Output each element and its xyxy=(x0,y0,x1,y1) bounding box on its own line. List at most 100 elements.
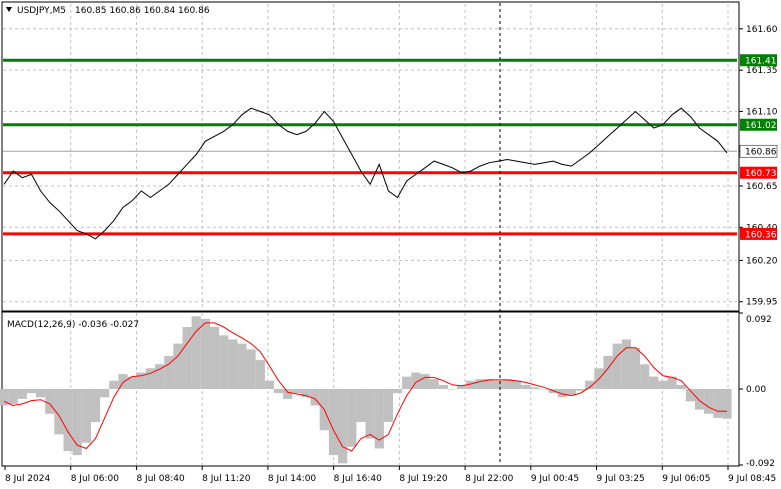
y-tick-label: 160.20 xyxy=(746,256,778,266)
macd-histogram-bar xyxy=(109,380,119,389)
macd-histogram-bar xyxy=(530,387,540,389)
macd-histogram-bar xyxy=(283,389,293,399)
macd-signal-line xyxy=(3,322,727,452)
macd-histogram-bar xyxy=(136,372,146,389)
level-price-label: 160.73 xyxy=(745,169,777,179)
macd-histogram-bar xyxy=(81,389,91,443)
current-price-label: 160.86 xyxy=(745,148,777,158)
ohlc-values: 160.85 160.86 160.84 160.86 xyxy=(75,6,210,16)
macd-histogram-bar xyxy=(576,389,586,391)
x-tick-label: 8 Jul 06:00 xyxy=(71,474,120,484)
macd-histogram-bar xyxy=(493,380,503,389)
macd-histogram-bar xyxy=(429,379,439,389)
macd-histogram-bar xyxy=(603,356,613,389)
macd-histogram-bar xyxy=(658,380,668,389)
y-tick-label: 160.65 xyxy=(746,182,778,192)
macd-histogram-bar xyxy=(209,327,220,389)
macd-histogram-bar xyxy=(17,389,27,399)
macd-histogram-bar xyxy=(475,379,485,389)
macd-histogram-bar xyxy=(365,389,375,439)
macd-histogram-bar xyxy=(8,389,18,404)
macd-histogram-bar xyxy=(100,389,110,398)
macd-histogram-bar xyxy=(676,384,686,389)
x-tick-label: 9 Jul 08:45 xyxy=(728,474,776,484)
macd-histogram-bar xyxy=(649,376,659,389)
price-line xyxy=(3,107,728,240)
macd-histogram-bar xyxy=(45,389,55,414)
macd-histogram-bar xyxy=(667,376,677,389)
macd-histogram-bar xyxy=(713,389,723,418)
macd-y-tick-label: 0.092 xyxy=(746,315,772,325)
level-price-label: 161.41 xyxy=(745,57,777,67)
macd-histogram-bar xyxy=(246,349,256,389)
macd-histogram-bar xyxy=(685,389,695,402)
macd-histogram-bar xyxy=(557,389,567,398)
macd-histogram-bar xyxy=(90,389,101,422)
y-tick-label: 161.10 xyxy=(746,108,778,118)
macd-histogram-bar xyxy=(438,384,448,389)
macd-histogram-bar xyxy=(127,376,137,389)
level-price-label: 161.02 xyxy=(745,121,777,131)
macd-histogram-bar xyxy=(420,374,430,389)
collapse-triangle-icon[interactable] xyxy=(6,7,12,12)
macd-histogram-bar xyxy=(274,389,284,394)
macd-histogram-bar xyxy=(374,389,384,449)
x-tick-label: 8 Jul 11:20 xyxy=(202,474,251,484)
macd-histogram-bar xyxy=(612,343,622,389)
current-price-tag xyxy=(739,144,778,158)
macd-histogram-bar xyxy=(191,316,201,389)
macd-histogram-bar xyxy=(36,389,46,398)
price-panel[interactable] xyxy=(1,1,740,312)
macd-histogram-bar xyxy=(237,343,247,389)
x-tick-label: 8 Jul 2024 xyxy=(5,474,50,484)
macd-histogram-bar xyxy=(539,389,549,390)
macd-histogram-bar xyxy=(200,318,210,389)
x-tick-label: 8 Jul 22:00 xyxy=(465,474,514,484)
level-price-tag xyxy=(740,118,777,131)
macd-histogram-bar xyxy=(695,389,705,410)
x-tick-label: 8 Jul 14:00 xyxy=(268,474,317,484)
macd-histogram-bar xyxy=(338,389,348,464)
macd-histogram-bar xyxy=(63,389,73,451)
macd-histogram-bar xyxy=(72,389,82,456)
macd-histogram-bar xyxy=(411,372,421,389)
macd-histogram-bar xyxy=(484,379,494,389)
macd-histogram-bar xyxy=(145,368,156,389)
x-tick-label: 9 Jul 00:45 xyxy=(531,474,579,484)
x-tick-label: 8 Jul 16:40 xyxy=(334,474,383,484)
level-price-label: 160.36 xyxy=(745,230,777,240)
macd-histogram-bar xyxy=(118,374,128,389)
macd-histogram-bar xyxy=(26,389,37,394)
macd-histogram-bar xyxy=(621,339,631,389)
macd-histogram-bar xyxy=(164,356,174,389)
macd-histogram-bar xyxy=(521,384,531,389)
macd-histogram-bar xyxy=(310,389,320,406)
macd-histogram-bar xyxy=(511,380,522,389)
level-price-tag xyxy=(740,166,777,179)
macd-histogram-bar xyxy=(585,380,595,389)
x-tick-label: 8 Jul 08:40 xyxy=(136,474,185,484)
macd-histogram-bar xyxy=(722,389,732,419)
x-tick-label: 9 Jul 06:05 xyxy=(662,474,710,484)
macd-y-tick-label: -0.092 xyxy=(746,459,775,469)
macd-histogram-bar xyxy=(264,380,274,389)
macd-histogram-bar xyxy=(301,389,311,398)
macd-histogram-bar xyxy=(347,389,357,447)
macd-histogram-bar xyxy=(54,389,64,435)
macd-histogram-bar xyxy=(457,384,467,389)
macd-histogram-bar xyxy=(182,327,192,389)
macd-histogram-bar xyxy=(566,389,576,396)
macd-histogram-bar xyxy=(328,389,339,456)
macd-histogram-bar xyxy=(640,364,650,389)
macd-histogram-bar xyxy=(704,389,714,414)
y-tick-label: 161.35 xyxy=(746,66,778,76)
macd-histogram-bar xyxy=(356,389,366,422)
macd-histogram-bar xyxy=(228,339,238,389)
macd-histogram-bar xyxy=(219,335,229,389)
macd-histogram-bar xyxy=(502,379,512,389)
macd-histogram-bar xyxy=(466,380,476,389)
symbol-label: USDJPY,M5 xyxy=(17,6,66,16)
macd-histogram-bar xyxy=(292,389,302,394)
macd-histogram-bar xyxy=(402,376,412,389)
